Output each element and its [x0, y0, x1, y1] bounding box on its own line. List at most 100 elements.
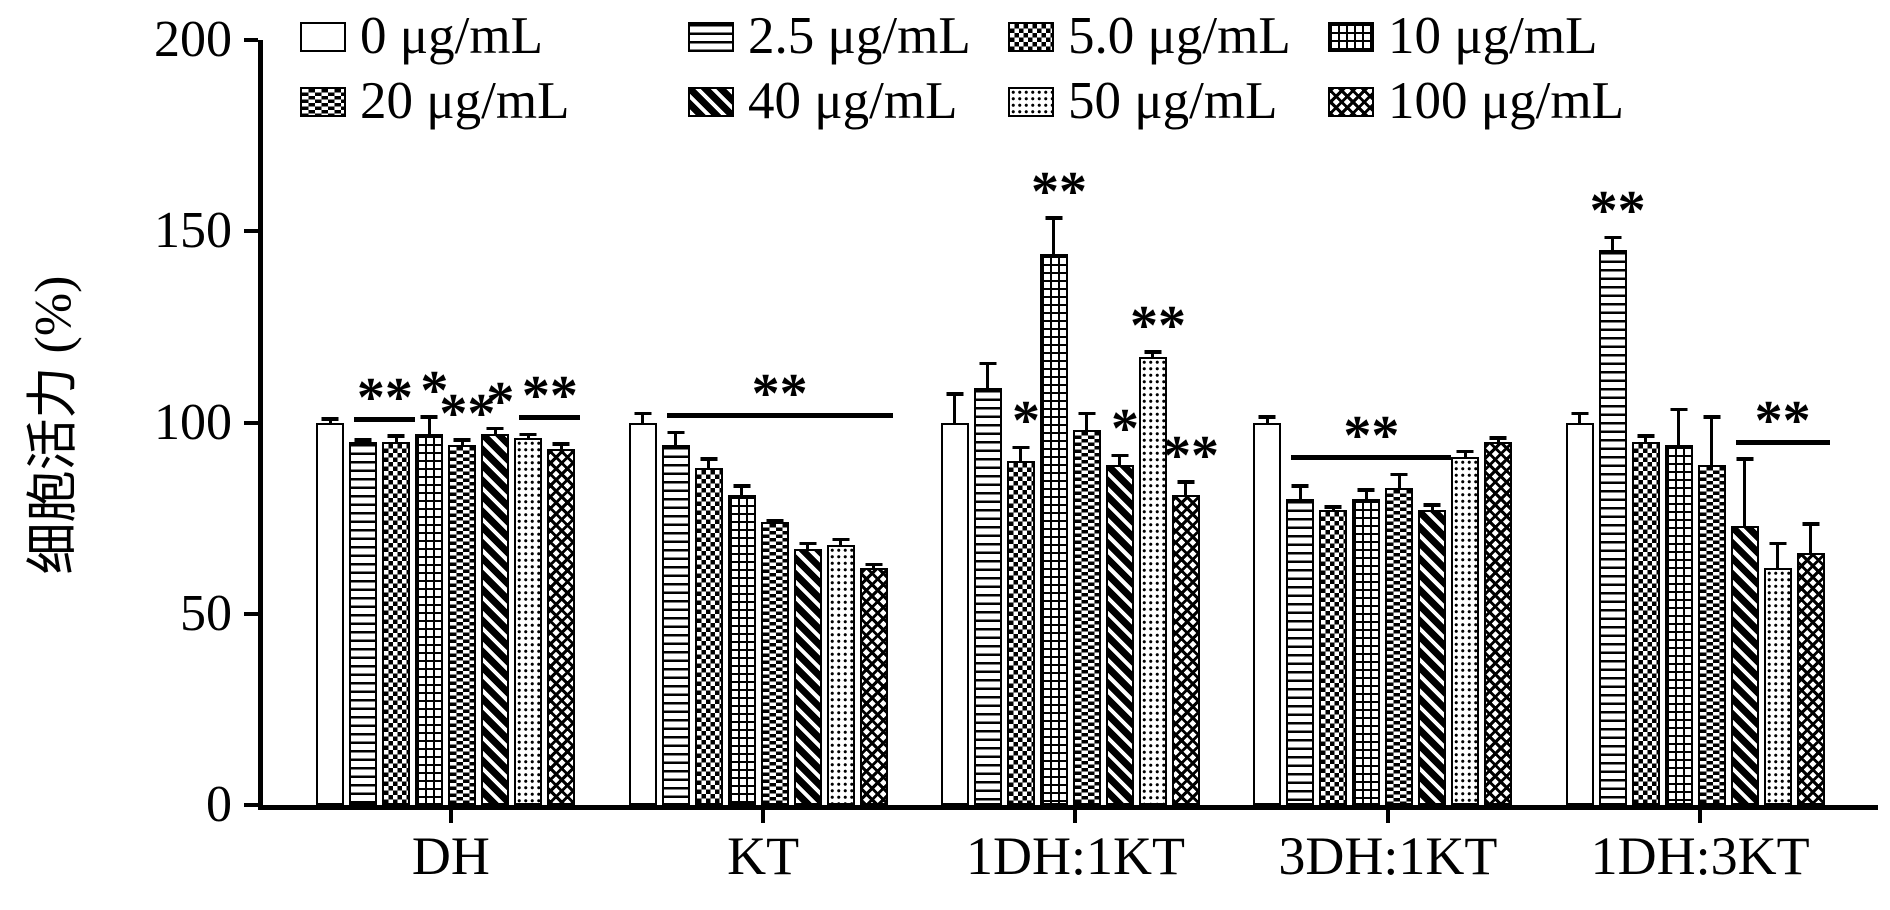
- legend-item: 5.0 μg/mL: [1008, 10, 1328, 63]
- bar-group-1DH:1KT: [940, 216, 1200, 805]
- bar-group-KT: [628, 411, 888, 805]
- error-bar-cap: [1571, 411, 1589, 416]
- error-bar-cap: [1423, 503, 1441, 507]
- error-bar-cap: [700, 457, 718, 461]
- error-bar-cap: [979, 361, 997, 366]
- error-bar-cap: [1703, 415, 1721, 419]
- error-bar: [1489, 436, 1507, 444]
- y-tick-label: 50: [180, 584, 232, 642]
- significance-stars: **: [1030, 160, 1087, 223]
- error-bar: [979, 361, 997, 391]
- error-bar: [667, 430, 685, 448]
- error-bar: [1703, 415, 1721, 467]
- legend-item: 2.5 μg/mL: [688, 10, 1008, 63]
- legend-label: 100 μg/mL: [1388, 72, 1624, 130]
- significance-stars: **: [1754, 389, 1811, 452]
- bar-1DH:1KT-100 μg/mL: [1171, 480, 1200, 805]
- bar-group-3DH:1KT: [1253, 415, 1513, 805]
- error-bar: [700, 457, 718, 471]
- error-bar: [1144, 350, 1162, 360]
- error-bar-cap: [1324, 505, 1342, 509]
- error-bar: [519, 432, 537, 440]
- legend-label: 20 μg/mL: [360, 72, 570, 130]
- x-category-label: KT: [727, 826, 800, 886]
- error-bar: [354, 438, 372, 444]
- bar-DH-10 μg/mL: [415, 415, 444, 805]
- significance-stars: *: [486, 371, 515, 434]
- legend-swatch-icon: [300, 21, 346, 52]
- significance-stars: **: [521, 365, 578, 428]
- significance-line: [519, 415, 581, 421]
- significance-stars: **: [1129, 294, 1186, 357]
- error-bar-cap: [321, 417, 339, 421]
- legend-swatch-icon: [688, 21, 734, 52]
- error-bar-cap: [486, 426, 504, 431]
- bar-1DH:1KT-10 μg/mL: [1039, 216, 1068, 805]
- error-bar-cap: [1045, 216, 1063, 220]
- bar-KT-40 μg/mL: [793, 541, 822, 805]
- error-bar-cap: [832, 537, 850, 542]
- error-bar: [1111, 453, 1129, 467]
- bar-3DH:1KT-0 μg/mL: [1253, 415, 1282, 805]
- legend-swatch-icon: [1328, 86, 1374, 117]
- legend-label: 0 μg/mL: [360, 7, 543, 65]
- error-bar: [1423, 503, 1441, 513]
- error-bar: [799, 541, 817, 551]
- bar-group-DH: [316, 415, 576, 805]
- error-bar: [1045, 216, 1063, 257]
- error-bar-cap: [1177, 480, 1195, 484]
- bar-group-1DH:3KT: [1565, 235, 1825, 805]
- y-tick: 50: [180, 587, 258, 639]
- error-bar-cap: [1258, 415, 1276, 419]
- significance-line: [666, 413, 893, 419]
- bar-1DH:3KT-100 μg/mL: [1796, 522, 1825, 805]
- bar-DH-100 μg/mL: [547, 442, 576, 805]
- error-bar: [1078, 411, 1096, 433]
- bar-KT-100 μg/mL: [859, 562, 888, 805]
- error-bar: [1177, 480, 1195, 498]
- error-bar: [1736, 457, 1754, 528]
- error-bar: [1769, 541, 1787, 570]
- legend-swatch-icon: [1008, 86, 1054, 117]
- bar-3DH:1KT-50 μg/mL: [1451, 449, 1480, 805]
- x-tick: [1698, 810, 1703, 823]
- significance-stars: **: [1162, 424, 1219, 487]
- error-bar: [1291, 484, 1309, 501]
- significance-line: [1735, 439, 1830, 445]
- y-tick-label: 100: [154, 393, 232, 451]
- significance-stars: *: [1110, 398, 1139, 461]
- x-tick: [761, 810, 766, 823]
- x-category-label: 1DH:1KT: [965, 826, 1185, 886]
- significance-line: [354, 416, 416, 422]
- bar-DH-0 μg/mL: [316, 417, 345, 805]
- error-bar: [1456, 449, 1474, 459]
- bar-KT-5.0 μg/mL: [694, 457, 723, 805]
- error-bar: [832, 537, 850, 547]
- significance-stars: **: [356, 366, 413, 429]
- bar-3DH:1KT-40 μg/mL: [1418, 503, 1447, 805]
- bar-1DH:3KT-2.5 μg/mL: [1598, 235, 1627, 805]
- bar-1DH:3KT-20 μg/mL: [1697, 415, 1726, 805]
- legend-item: 40 μg/mL: [688, 75, 1008, 128]
- bar-groups: [263, 40, 1878, 805]
- significance-stars: *: [420, 359, 449, 422]
- x-category-label: 3DH:1KT: [1278, 826, 1498, 886]
- bar-1DH:1KT-2.5 μg/mL: [973, 361, 1002, 805]
- bar-DH-5.0 μg/mL: [382, 434, 411, 805]
- error-bar: [865, 562, 883, 570]
- error-bar-cap: [1670, 407, 1688, 412]
- x-tick: [448, 810, 453, 823]
- legend-swatch-icon: [300, 86, 346, 117]
- legend-label: 5.0 μg/mL: [1068, 7, 1291, 65]
- plot-area: 0 50 100 150 200 DH KT 1DH:1KT 3DH:1KT 1DH:3KT **…: [154, 14, 1878, 883]
- legend-swatch-icon: [688, 86, 734, 117]
- error-bar: [1802, 522, 1820, 555]
- legend-item: 0 μg/mL: [300, 10, 688, 63]
- error-bar-cap: [1802, 522, 1820, 526]
- error-bar: [766, 518, 784, 524]
- error-bar: [1604, 235, 1622, 253]
- legend-item: 50 μg/mL: [1008, 75, 1328, 128]
- error-bar: [387, 434, 405, 444]
- x-tick: [1073, 810, 1078, 823]
